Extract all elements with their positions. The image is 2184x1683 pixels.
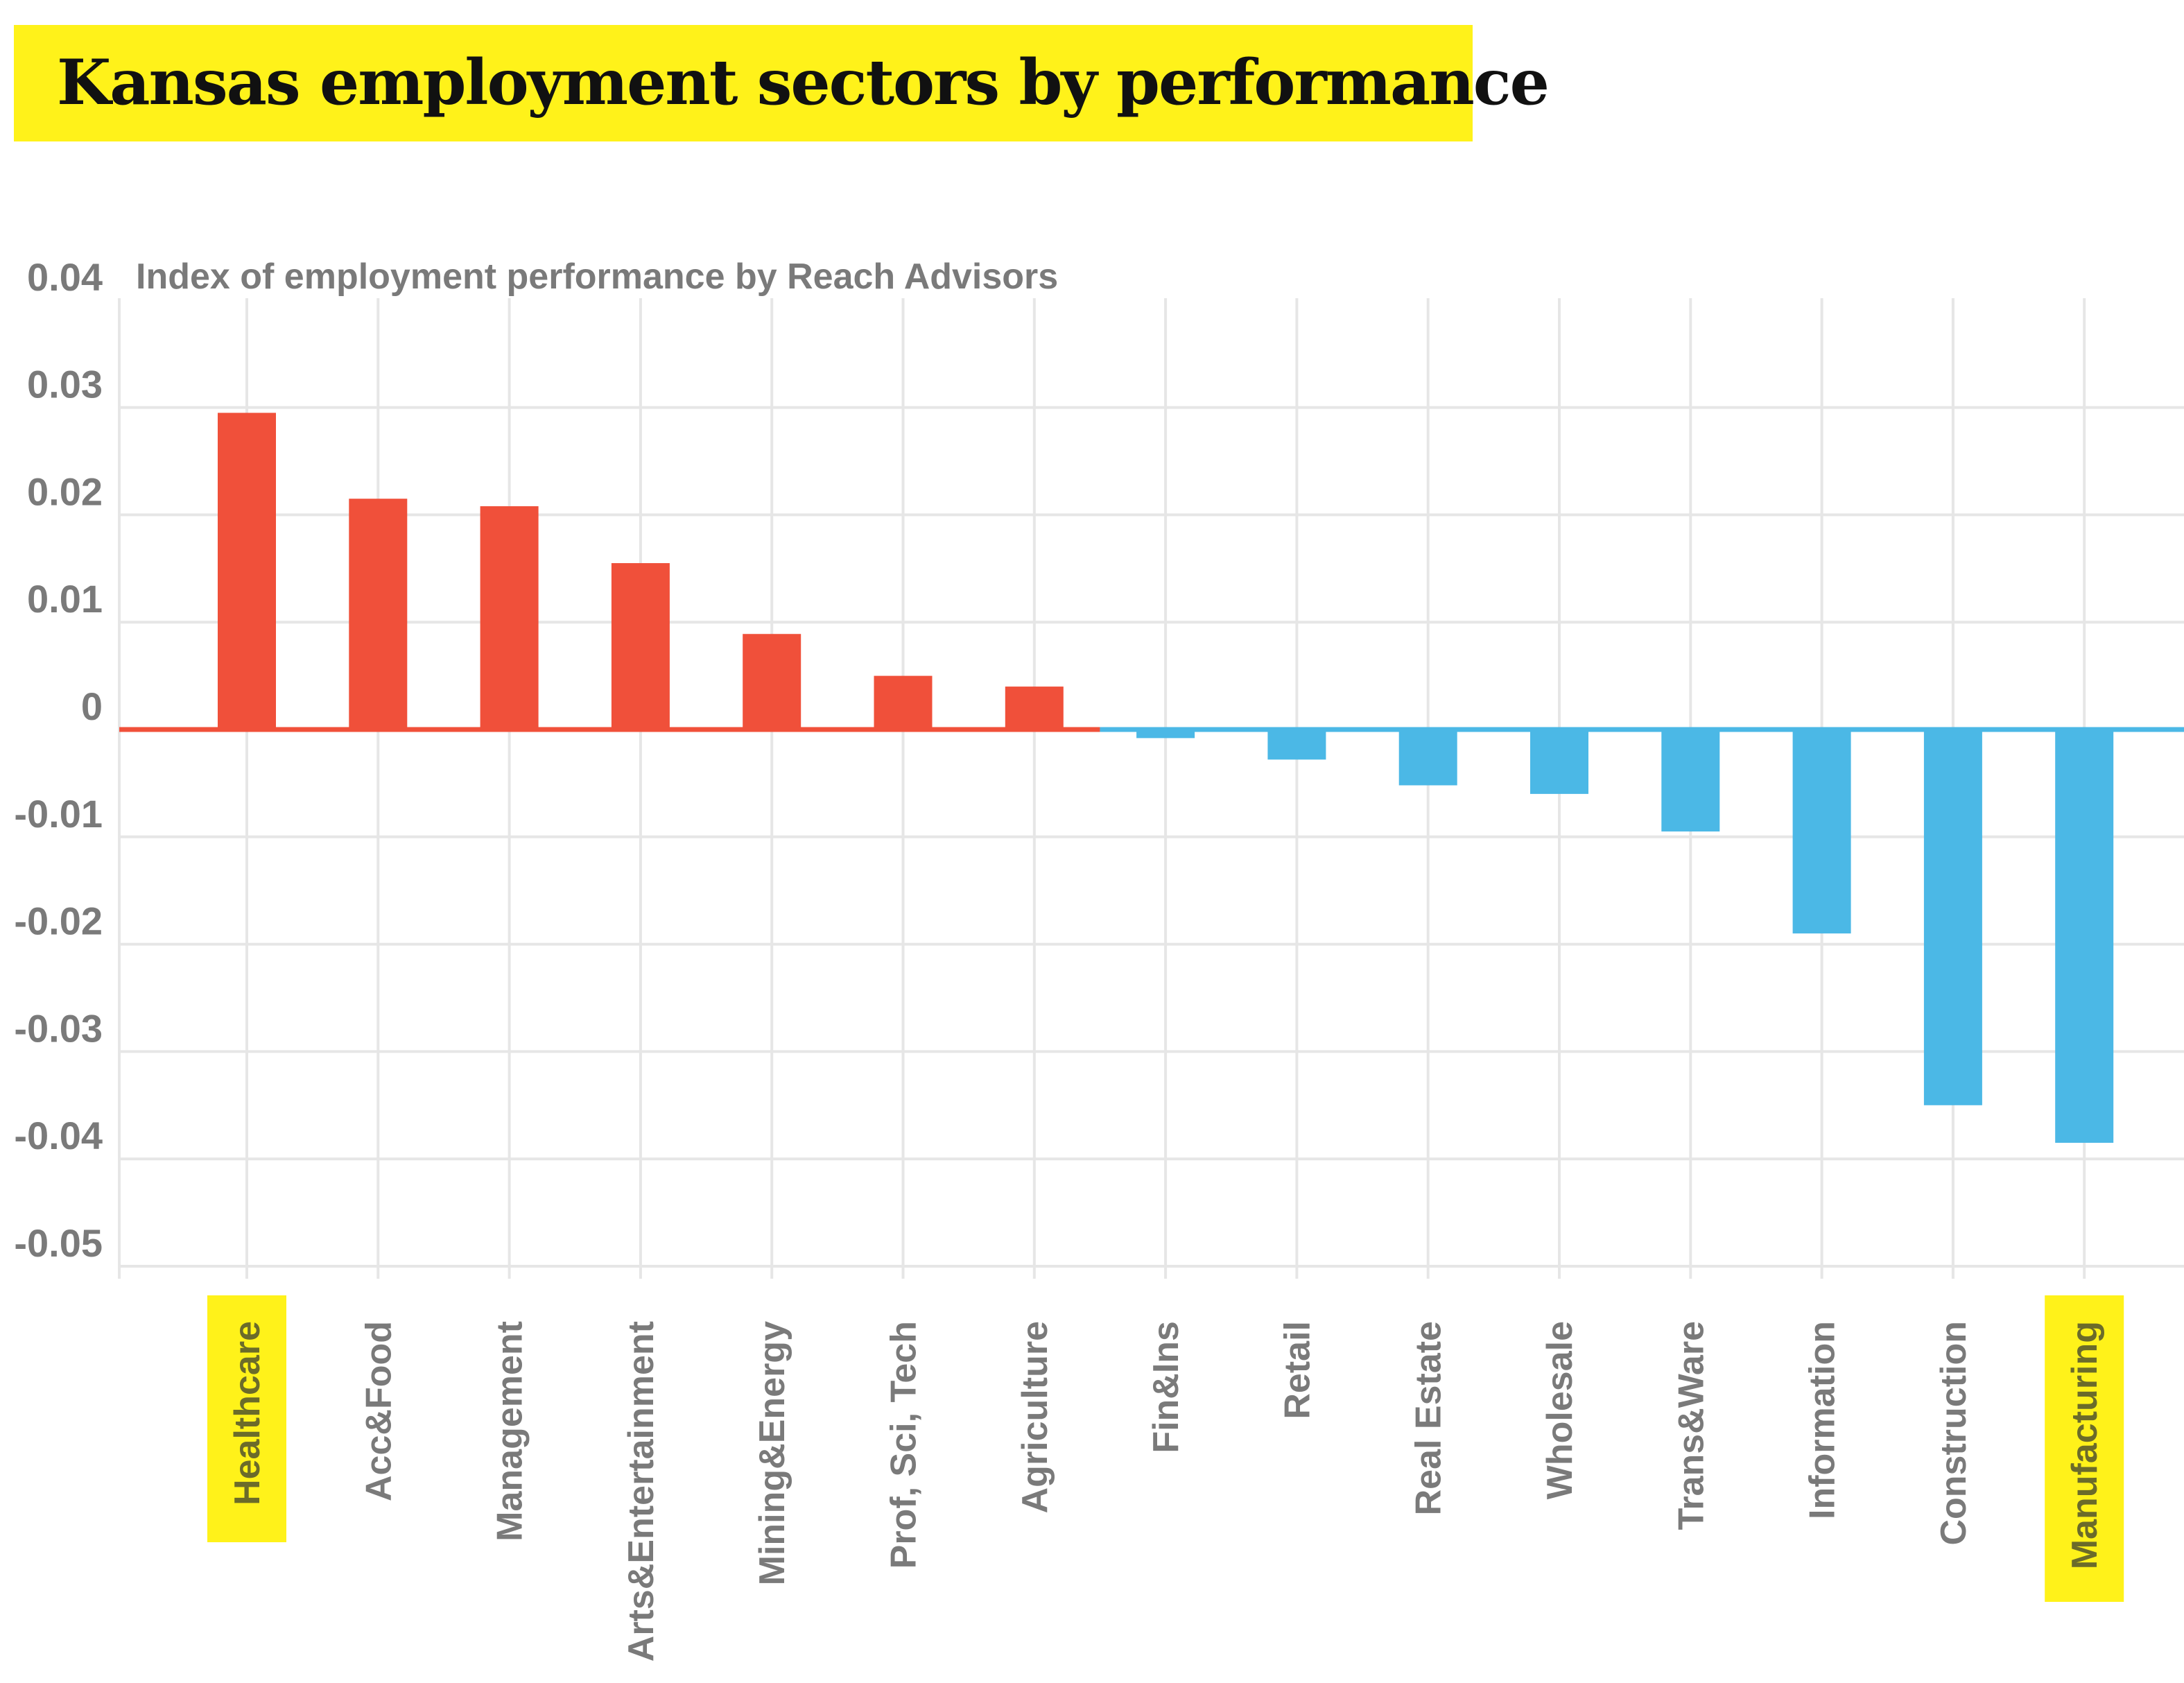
bar bbox=[1267, 730, 1326, 760]
bar-layer bbox=[218, 413, 2114, 1143]
bar bbox=[743, 634, 801, 730]
bar bbox=[2055, 730, 2114, 1143]
bar bbox=[218, 413, 276, 730]
y-tick-label: -0.01 bbox=[14, 792, 103, 836]
y-tick-label: 0.03 bbox=[27, 363, 103, 406]
category-label: Mining&Energy bbox=[752, 1321, 792, 1585]
category-highlight bbox=[2045, 1295, 2124, 1602]
chart-title: Kansas employment sectors by performance bbox=[57, 46, 1550, 119]
bar bbox=[1661, 730, 1720, 832]
category-label: Acc&Food bbox=[358, 1321, 399, 1501]
category-label: Fin&Ins bbox=[1146, 1321, 1186, 1453]
category-label: Healthcare bbox=[227, 1321, 268, 1505]
bar bbox=[1792, 730, 1851, 934]
bar bbox=[1398, 730, 1457, 786]
category-label: Construction bbox=[1934, 1321, 1974, 1546]
category-label: Management bbox=[490, 1321, 530, 1542]
category-label: Prof, Sci, Tech bbox=[884, 1321, 924, 1569]
bar bbox=[1923, 730, 1982, 1105]
title-banner: Kansas employment sectors by performance bbox=[14, 25, 1550, 141]
grid-layer bbox=[118, 298, 2184, 1279]
highlight-layer bbox=[207, 1295, 2124, 1602]
bar bbox=[874, 675, 933, 730]
category-label: Manufacturing bbox=[2065, 1321, 2105, 1569]
category-label: Retail bbox=[1277, 1321, 1317, 1419]
bar bbox=[611, 563, 670, 730]
bar bbox=[1530, 730, 1588, 794]
category-highlight bbox=[207, 1295, 286, 1542]
y-tick-label: 0.01 bbox=[27, 577, 103, 621]
y-tick-label: 0.02 bbox=[27, 469, 103, 513]
y-axis-ticks: 0.04 0.03 0.02 0.01 0 -0.01 -0.02 -0.03 -0.04 -0.… bbox=[14, 255, 103, 1265]
category-label: Trans&Ware bbox=[1671, 1321, 1711, 1530]
y-tick-label: 0.04 bbox=[27, 255, 103, 299]
category-label: Real Estate bbox=[1409, 1321, 1449, 1515]
y-tick-label: -0.05 bbox=[14, 1221, 103, 1265]
category-label: Arts&Entertainment bbox=[621, 1321, 661, 1662]
bar bbox=[1136, 730, 1195, 739]
bar bbox=[480, 506, 539, 730]
category-label: Information bbox=[1803, 1321, 1843, 1519]
bar bbox=[1005, 687, 1064, 730]
y-tick-label: 0 bbox=[81, 684, 103, 728]
category-label: Wholesale bbox=[1540, 1321, 1580, 1499]
x-axis-labels: Healthcare Acc&Food Management Arts&Enterta… bbox=[227, 1321, 2105, 1662]
category-label: Agriculture bbox=[1015, 1321, 1055, 1513]
y-tick-label: -0.04 bbox=[14, 1114, 103, 1157]
y-tick-label: -0.03 bbox=[14, 1006, 103, 1050]
chart-subtitle: Index of employment performance by Reach… bbox=[136, 257, 1058, 297]
bar bbox=[349, 499, 408, 730]
y-tick-label: -0.02 bbox=[14, 899, 103, 943]
